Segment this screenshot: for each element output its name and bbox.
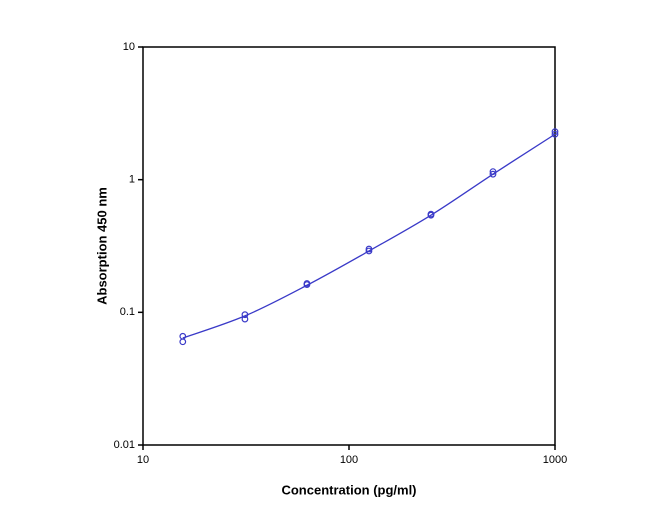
data-point [427,211,435,219]
y-tick-label: 0.01 [114,439,135,451]
x-tick-label: 10 [137,454,149,466]
x-axis-label: Concentration (pg/ml) [281,482,416,497]
fit-curve [182,133,556,339]
data-point [489,170,497,178]
y-axis-label: Absorption 450 nm [94,187,109,305]
data-point [303,281,311,288]
x-tick-label: 100 [340,454,358,466]
y-tick-label: 0.1 [120,306,135,318]
data-point [365,247,373,255]
y-tick-label: 1 [129,174,135,186]
y-tick-label: 10 [123,41,135,53]
data-point [179,332,187,340]
data-point [551,130,559,138]
x-tick-label: 1000 [543,454,567,466]
plot-frame [142,46,556,446]
data-point [179,338,187,346]
